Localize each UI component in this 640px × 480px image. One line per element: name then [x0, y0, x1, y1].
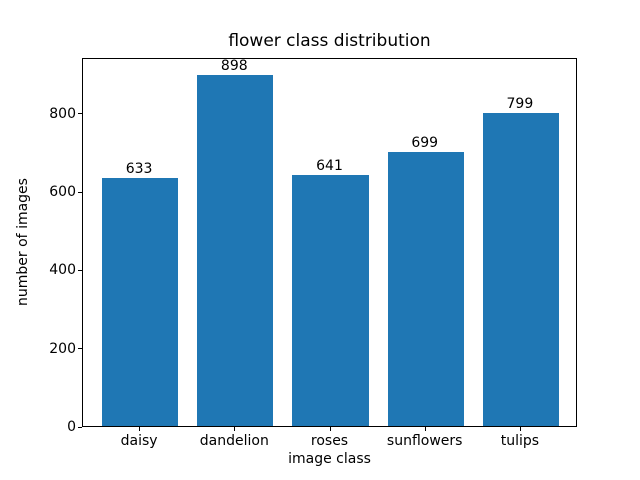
bar-value-label-daisy: 633 — [125, 161, 153, 178]
bar-daisy — [102, 178, 179, 426]
y-tick-label-800: 800 — [49, 105, 76, 122]
y-tick-label-400: 400 — [49, 262, 76, 279]
x-tick-label-roses: roses — [310, 433, 349, 449]
x-tick-label-sunflowers: sunflowers — [386, 433, 463, 449]
bar-dandelion — [197, 74, 274, 426]
bar-value-label-tulips: 799 — [506, 96, 534, 113]
x-tick-mark-roses — [329, 427, 331, 431]
bar-value-label-sunflowers: 699 — [411, 135, 439, 152]
x-tick-mark-daisy — [139, 427, 141, 431]
x-tick-label-dandelion: dandelion — [199, 433, 269, 449]
bar-value-label-roses: 641 — [316, 158, 343, 175]
y-tick-label-0: 0 — [67, 419, 76, 435]
x-tick-mark-sunflowers — [424, 427, 426, 431]
bar-sunflowers — [387, 152, 464, 426]
bar-tulips — [482, 113, 559, 426]
y-tick-mark-800 — [78, 113, 82, 115]
bar-roses — [292, 175, 369, 426]
bar-value-label-dandelion: 898 — [220, 57, 248, 74]
y-tick-label-600: 600 — [49, 184, 76, 201]
x-tick-label-tulips: tulips — [500, 433, 540, 449]
chart-title: flower class distribution — [228, 31, 431, 51]
y-tick-mark-400 — [78, 269, 82, 271]
x-tick-label-daisy: daisy — [120, 433, 158, 449]
y-tick-mark-200 — [78, 348, 82, 350]
y-axis-label-text: number of images — [15, 178, 31, 306]
x-axis-label: image class — [288, 451, 371, 467]
x-tick-mark-dandelion — [234, 427, 236, 431]
y-tick-mark-0 — [78, 426, 82, 428]
y-tick-label-200: 200 — [49, 340, 76, 357]
x-tick-mark-tulips — [519, 427, 521, 431]
plot-area — [82, 58, 577, 427]
y-tick-mark-600 — [78, 191, 82, 193]
